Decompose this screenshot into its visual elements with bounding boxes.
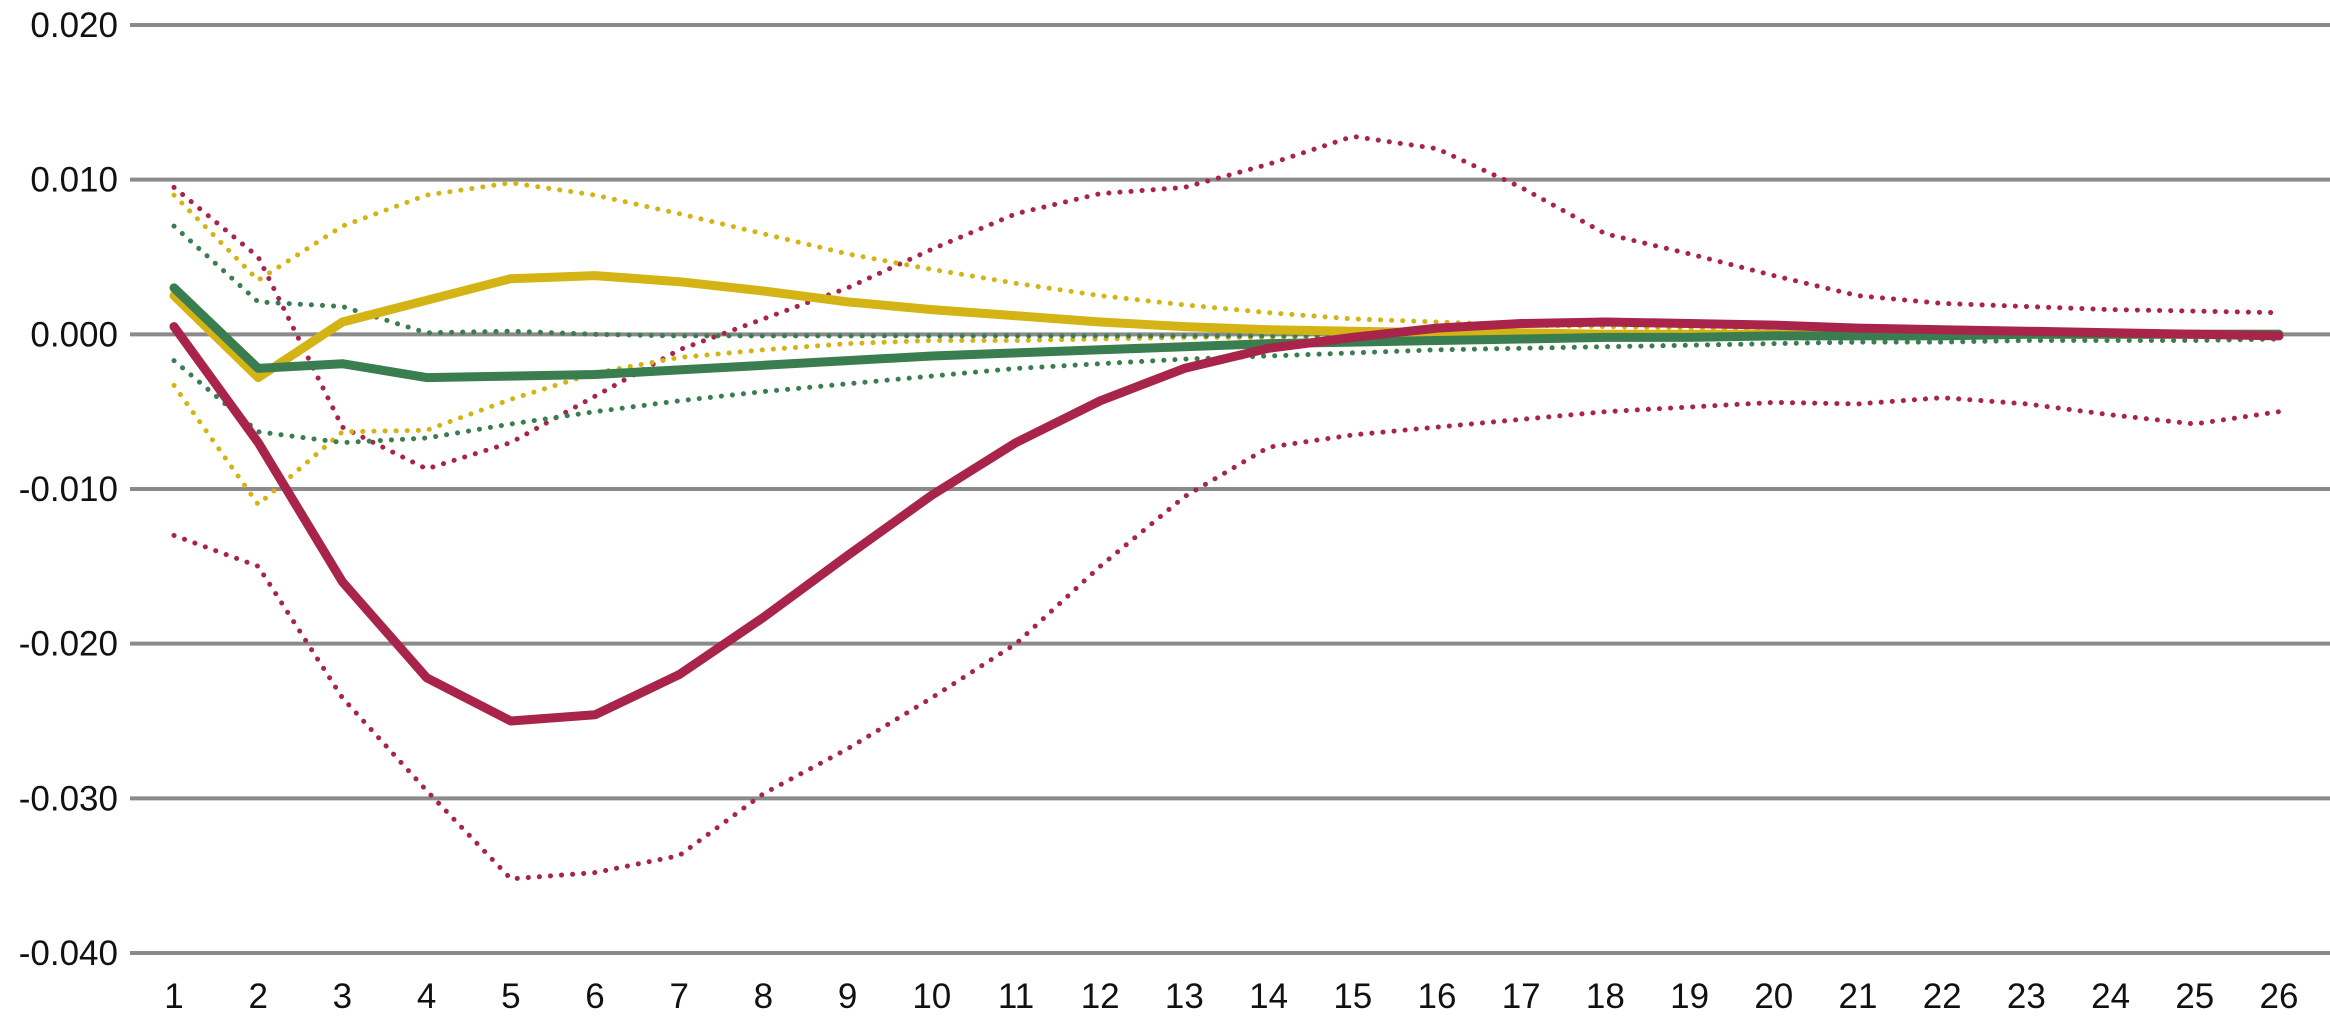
y-tick-label: -0.030	[19, 779, 118, 818]
x-tick-label: 25	[2175, 977, 2214, 1016]
x-tick-label: 14	[1249, 977, 1288, 1016]
x-tick-label: 4	[417, 977, 436, 1016]
x-tick-label: 13	[1165, 977, 1204, 1016]
y-tick-label: 0.000	[30, 315, 118, 354]
x-tick-label: 5	[501, 977, 520, 1016]
x-tick-label: 18	[1586, 977, 1625, 1016]
y-tick-label: 0.020	[30, 6, 118, 45]
x-tick-label: 9	[838, 977, 857, 1016]
x-tick-label: 11	[998, 977, 1034, 1016]
x-tick-label: 8	[754, 977, 773, 1016]
response-line	[169, 283, 2284, 383]
x-tick-label: 10	[912, 977, 951, 1016]
x-tick-label: 6	[585, 977, 604, 1016]
confidence-band-line	[171, 180, 2282, 336]
y-axis-tick-labels: 0.020 0.010 0.000 -0.010 -0.020 -0.030 -0.040	[19, 6, 118, 973]
x-tick-label: 15	[1333, 977, 1372, 1016]
gridlines	[130, 23, 2330, 955]
x-tick-label: 26	[2260, 977, 2299, 1016]
y-tick-label: -0.010	[19, 470, 118, 509]
x-tick-label: 20	[1754, 977, 1793, 1016]
y-tick-label: 0.010	[30, 161, 118, 200]
response-line	[169, 317, 2284, 726]
x-axis-tick-labels: 1 2 3 4 5 6 7 8 9 10 11 12 13 14 15 16 17 18 19 20 21 22 23 24 2…	[164, 977, 2298, 1016]
x-tick-label: 22	[1923, 977, 1962, 1016]
x-tick-label: 24	[2091, 977, 2130, 1016]
x-tick-label: 19	[1670, 977, 1709, 1016]
x-tick-label: 12	[1081, 977, 1120, 1016]
y-tick-label: -0.020	[19, 625, 118, 664]
series-lines	[169, 133, 2284, 882]
x-tick-label: 17	[1502, 977, 1541, 1016]
x-tick-label: 16	[1418, 977, 1457, 1016]
x-tick-label: 1	[164, 977, 183, 1016]
confidence-band-line	[171, 133, 2282, 472]
x-tick-label: 7	[669, 977, 688, 1016]
confidence-band-line	[171, 395, 2282, 882]
x-tick-label: 21	[1839, 977, 1878, 1016]
x-tick-label: 3	[333, 977, 352, 1016]
x-tick-label: 23	[2007, 977, 2046, 1016]
confidence-band-line	[171, 336, 2282, 446]
y-tick-label: -0.040	[19, 934, 118, 973]
x-tick-label: 2	[248, 977, 267, 1016]
